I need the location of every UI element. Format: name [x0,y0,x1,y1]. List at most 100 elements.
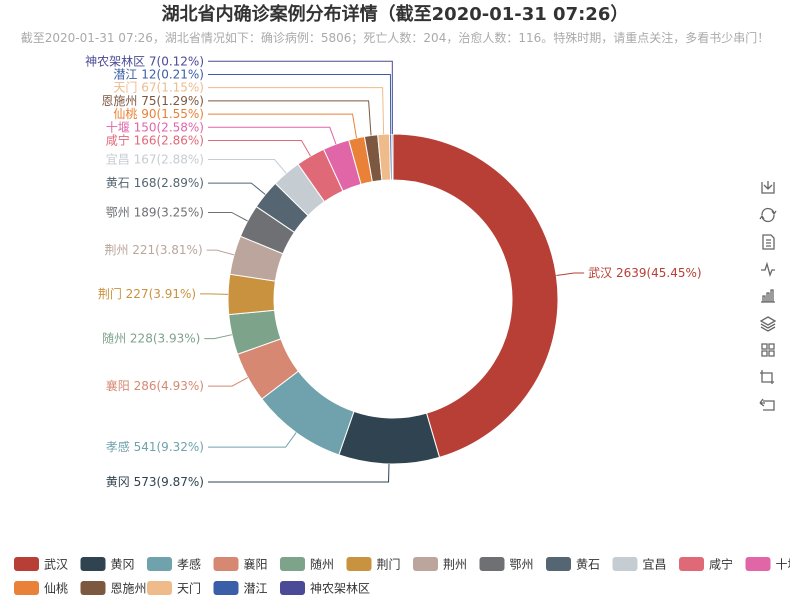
legend-item-15[interactable]: 潜江 [213,581,268,596]
data-label-9: 宜昌 167(2.88%) [106,152,204,167]
legend-label-12[interactable]: 仙桃 [44,581,68,596]
label-line-10 [208,140,311,157]
legend-swatch-9[interactable] [612,557,638,571]
download-icon[interactable] [761,181,775,194]
legend-item-8[interactable]: 黄石 [546,557,600,572]
legend-item-9[interactable]: 宜昌 [612,557,667,572]
label-line-12 [208,113,358,139]
label-line-16 [208,60,393,135]
data-label-15: 潜江 12(0.21%) [113,67,204,81]
data-label-4: 随州 228(3.93%) [102,331,200,346]
legend-item-6[interactable]: 荆州 [413,557,467,572]
legend-swatch-14[interactable] [147,581,172,595]
legend-item-13[interactable]: 恩施州 [80,581,147,596]
data-label-1: 黄冈 573(9.87%) [106,475,204,489]
legend-label-13[interactable]: 恩施州 [111,582,147,596]
zoom-reset-icon[interactable] [759,398,775,411]
legend-swatch-5[interactable] [346,557,372,571]
label-line-8 [208,182,266,195]
legend-item-3[interactable]: 襄阳 [213,557,268,572]
label-line-2 [208,432,297,448]
data-label-16: 神农架林区 7(0.12%) [85,54,204,68]
legend-label-1[interactable]: 黄冈 [111,558,135,572]
legend-item-14[interactable]: 天门 [147,581,201,596]
legend-item-11[interactable]: 十堰 [745,557,790,572]
legend-item-10[interactable]: 咸宁 [679,557,733,572]
legend-label-8[interactable]: 黄石 [576,558,600,572]
data-label-2: 孝感 541(9.32%) [106,439,204,454]
legend-swatch-13[interactable] [80,581,106,595]
data-label-6: 荆州 221(3.81%) [104,243,202,257]
legend-item-0[interactable]: 武汉 [14,557,68,572]
line-chart-icon[interactable] [761,261,775,278]
chart-subtitle: 截至2020-01-31 07:26，湖北省情况如下：确诊病例：5806；死亡人… [21,30,770,45]
legend-swatch-6[interactable] [413,557,438,571]
legend-swatch-15[interactable] [213,581,239,595]
legend-label-11[interactable]: 十堰 [776,558,790,572]
legend-swatch-3[interactable] [213,557,239,571]
legend-label-7[interactable]: 鄂州 [510,558,534,572]
legend-label-0[interactable]: 武汉 [44,558,68,572]
pie-slice-0[interactable] [392,133,559,458]
label-line-5 [200,293,229,295]
label-line-13 [208,100,372,136]
legend-item-12[interactable]: 仙桃 [14,581,68,596]
data-label-14: 天门 67(1.15%) [113,80,204,95]
label-line-0 [556,272,585,277]
label-line-6 [206,249,235,256]
legend-swatch-16[interactable] [280,581,305,595]
legend-label-14[interactable]: 天门 [177,581,201,596]
data-view-icon[interactable] [762,234,775,250]
data-label-12: 仙桃 90(1.55%) [113,106,204,121]
legend-item-1[interactable]: 黄冈 [80,557,135,572]
data-label-8: 黄石 168(2.89%) [106,176,204,190]
legend-swatch-4[interactable] [280,557,305,571]
data-label-7: 鄂州 189(3.25%) [106,205,204,219]
legend-swatch-7[interactable] [479,557,505,571]
legend-swatch-2[interactable] [147,557,172,571]
legend-label-6[interactable]: 荆州 [443,558,467,572]
legend: 武汉 黄冈 孝感 襄阳 随州 荆门 荆州 鄂州 黄石 宜昌 咸宁 十堰仙桃 恩施州 天门 潜江 神农架林区 [14,557,790,596]
stack-icon[interactable] [759,316,777,332]
zoom-icon[interactable] [760,370,774,384]
legend-label-9[interactable]: 宜昌 [643,557,667,572]
data-label-13: 恩施州 75(1.29%) [101,94,204,108]
label-line-4 [204,334,233,340]
legend-item-2[interactable]: 孝感 [147,557,201,572]
data-label-10: 咸宁 166(2.86%) [106,133,204,148]
legend-label-3[interactable]: 襄阳 [244,557,268,572]
legend-swatch-1[interactable] [80,557,106,571]
data-label-0: 武汉 2639(45.45%) [588,266,701,280]
pie-slices [227,133,559,465]
pie-slice-1[interactable] [338,410,441,465]
toolbox [759,181,777,411]
legend-item-4[interactable]: 随州 [280,557,334,572]
label-line-9 [208,159,287,174]
legend-swatch-11[interactable] [745,557,771,571]
legend-label-15[interactable]: 潜江 [244,582,268,596]
legend-swatch-8[interactable] [546,557,571,571]
bar-chart-icon[interactable] [761,289,775,303]
legend-swatch-0[interactable] [14,557,39,571]
label-line-7 [208,211,248,222]
legend-swatch-12[interactable] [14,581,39,595]
legend-item-7[interactable]: 鄂州 [479,557,534,572]
legend-swatch-10[interactable] [679,557,704,571]
legend-label-4[interactable]: 随州 [310,557,334,572]
chart-title: 湖北省内确诊案例分布详情（截至2020-01-31 07:26） [162,3,629,25]
label-line-3 [208,377,249,387]
legend-label-5[interactable]: 荆门 [377,557,401,572]
label-line-11 [208,126,337,145]
label-line-14 [208,87,385,135]
label-line-1 [208,463,390,483]
legend-item-16[interactable]: 神农架林区 [280,581,370,596]
legend-label-2[interactable]: 孝感 [177,557,201,572]
legend-label-16[interactable]: 神农架林区 [310,582,370,596]
tiled-icon[interactable] [761,343,775,357]
legend-label-10[interactable]: 咸宁 [709,557,733,572]
data-label-11: 十堰 150(2.58%) [106,120,204,134]
pie-slice-16[interactable] [391,133,394,181]
refresh-icon[interactable] [759,207,777,223]
legend-item-5[interactable]: 荆门 [346,557,401,572]
